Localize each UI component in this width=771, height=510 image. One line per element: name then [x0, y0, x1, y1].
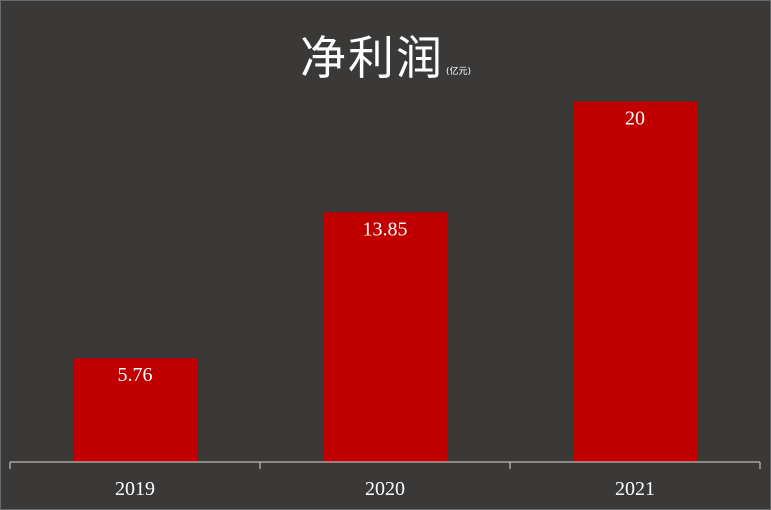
- chart-title: 净利润: [299, 31, 444, 85]
- x-tick-label-2021: 2021: [615, 478, 655, 500]
- bar-2020: [323, 212, 447, 462]
- chart-title-block: 净利润 (亿元): [0, 22, 771, 88]
- data-label-2019: 5.76: [118, 364, 153, 386]
- data-label-2021: 20: [625, 108, 645, 130]
- bar-2019: [73, 358, 197, 462]
- bar-2021: [573, 101, 697, 462]
- chart-unit: (亿元): [445, 67, 472, 77]
- x-tick-label-2020: 2020: [365, 478, 405, 500]
- x-tick-label-2019: 2019: [115, 478, 155, 500]
- data-label-2020: 13.85: [363, 218, 408, 240]
